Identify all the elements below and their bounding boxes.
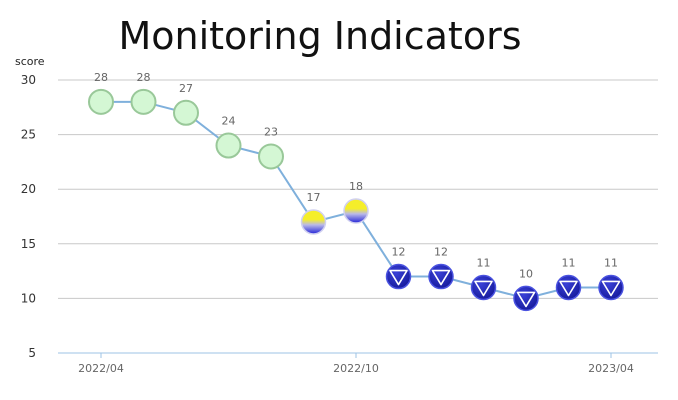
down-triangle-icon <box>601 280 621 297</box>
y-tick-label-20: 20 <box>21 182 36 196</box>
x-tick-label-2022/04: 2022/04 <box>78 362 124 375</box>
axes: 5 10 15 20 25 30 2022/04 2022/10 2023/04 <box>21 73 658 375</box>
data-point-4 <box>258 143 284 170</box>
data-label-4: 23 <box>264 125 278 138</box>
y-tick-label-15: 15 <box>21 237 36 251</box>
data-markers <box>88 88 624 312</box>
data-point-1 <box>130 88 157 115</box>
data-label-6: 18 <box>349 180 363 193</box>
chart-title: Monitoring Indicators <box>118 14 522 58</box>
data-label-10: 10 <box>519 267 533 280</box>
data-label-1: 28 <box>137 71 151 84</box>
data-point-10 <box>513 285 539 312</box>
data-label-3: 24 <box>222 115 236 128</box>
data-point-0 <box>88 88 114 115</box>
x-tick-label-2022/10: 2022/10 <box>333 362 379 375</box>
data-point-2 <box>173 99 199 126</box>
y-tick-label-30: 30 <box>21 73 36 87</box>
data-point-12 <box>598 274 624 301</box>
data-point-8 <box>428 263 454 290</box>
data-point-3 <box>215 132 242 159</box>
data-point-11 <box>555 274 582 301</box>
y-tick-label-10: 10 <box>21 291 36 305</box>
y-axis-label: score <box>15 55 45 68</box>
data-label-9: 11 <box>477 256 491 269</box>
data-label-0: 28 <box>94 71 108 84</box>
data-point-5 <box>300 209 327 235</box>
data-label-5: 17 <box>307 191 321 204</box>
down-triangle-icon <box>389 269 408 286</box>
data-label-12: 11 <box>604 256 618 269</box>
data-point-9 <box>470 274 497 301</box>
down-triangle-icon <box>431 269 451 286</box>
data-labels: 28 28 27 24 23 17 18 12 12 11 10 11 11 <box>94 71 618 281</box>
down-triangle-icon <box>516 291 536 308</box>
data-point-7 <box>385 263 412 290</box>
data-label-11: 11 <box>562 256 576 269</box>
data-point-6 <box>343 198 369 224</box>
data-label-8: 12 <box>434 246 448 259</box>
x-tick-label-2023/04: 2023/04 <box>588 362 634 375</box>
down-triangle-icon <box>559 280 578 297</box>
y-tick-label-25: 25 <box>21 128 36 142</box>
down-triangle-icon <box>474 280 493 297</box>
y-tick-label-5: 5 <box>28 346 36 360</box>
grid-lines <box>58 79 658 299</box>
data-label-7: 12 <box>392 246 406 259</box>
data-label-2: 27 <box>179 82 193 95</box>
